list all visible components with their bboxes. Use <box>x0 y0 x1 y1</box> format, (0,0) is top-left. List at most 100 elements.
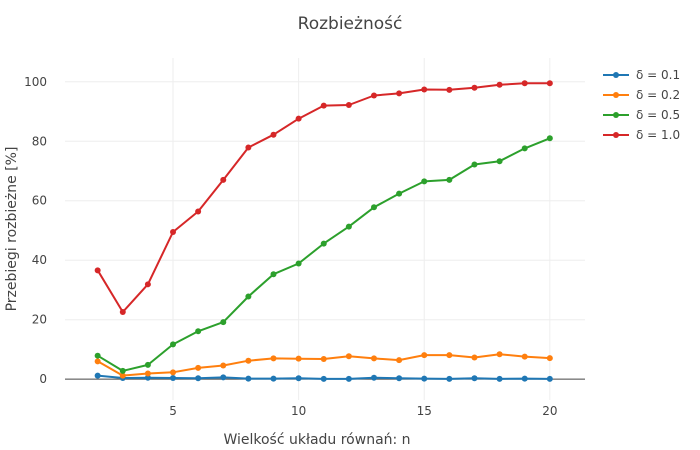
data-point <box>195 375 202 382</box>
data-point <box>320 102 327 109</box>
legend-marker <box>613 132 619 138</box>
y-tick-label: 80 <box>32 134 47 148</box>
series-1 <box>94 372 553 382</box>
data-point <box>195 208 202 215</box>
data-point <box>295 115 302 122</box>
x-tick-label: 10 <box>291 404 306 418</box>
data-point <box>245 144 252 151</box>
data-point <box>144 370 151 377</box>
x-axis-title: Wielkość układu równań: n <box>223 432 410 448</box>
data-point <box>521 375 528 382</box>
data-point <box>446 352 453 359</box>
legend-marker <box>613 112 619 118</box>
data-point <box>270 355 277 362</box>
legend[interactable]: δ = 0.1 δ = 0.2 δ = 0.5 δ = 1.0 <box>603 68 680 142</box>
data-point <box>245 293 252 300</box>
series-3 <box>94 135 553 374</box>
legend-label: δ = 1.0 <box>636 128 680 142</box>
data-point <box>94 358 101 365</box>
data-point <box>195 364 202 371</box>
legend-label: δ = 0.5 <box>636 108 680 122</box>
data-point <box>421 178 428 185</box>
data-point <box>119 372 126 379</box>
data-point <box>144 361 151 368</box>
legend-label: δ = 0.1 <box>636 68 680 82</box>
x-tick-label: 5 <box>169 404 177 418</box>
data-point <box>370 204 377 211</box>
y-axis-title: Przebiegi rozbieżne [%] <box>4 147 20 312</box>
data-point <box>496 81 503 88</box>
data-point <box>471 84 478 91</box>
data-point <box>521 353 528 360</box>
data-point <box>546 80 553 87</box>
data-point <box>220 362 227 369</box>
data-point <box>170 228 177 235</box>
data-point <box>220 374 227 381</box>
data-point <box>546 355 553 362</box>
data-point <box>446 375 453 382</box>
data-point <box>295 260 302 267</box>
legend-label: δ = 0.2 <box>636 88 680 102</box>
data-point <box>370 374 377 381</box>
y-tick-label: 40 <box>32 253 47 267</box>
data-point <box>245 357 252 364</box>
data-point <box>345 375 352 382</box>
data-point <box>144 281 151 288</box>
data-point <box>471 161 478 168</box>
data-point <box>396 190 403 197</box>
y-tick-label: 100 <box>24 75 47 89</box>
y-tick-label: 0 <box>39 372 47 386</box>
data-point <box>496 158 503 165</box>
tick-layer: 5 10 15 20 0 20 40 60 80 100 <box>24 75 557 418</box>
data-point <box>496 351 503 358</box>
data-point <box>421 352 428 359</box>
series-line <box>97 137 551 372</box>
data-point <box>295 375 302 382</box>
series-layer <box>94 80 553 382</box>
legend-marker <box>613 72 619 78</box>
legend-marker <box>613 92 619 98</box>
data-point <box>144 374 151 381</box>
y-tick-label: 60 <box>32 194 47 208</box>
data-point <box>320 375 327 382</box>
data-point <box>94 267 101 274</box>
y-tick-label: 20 <box>32 313 47 327</box>
data-point <box>345 101 352 108</box>
legend-item[interactable]: δ = 0.2 <box>603 88 680 102</box>
data-point <box>421 86 428 93</box>
data-point <box>119 308 126 315</box>
data-point <box>170 341 177 348</box>
data-point <box>94 352 101 359</box>
data-point <box>446 176 453 183</box>
data-point <box>195 328 202 335</box>
data-point <box>170 369 177 376</box>
legend-item[interactable]: δ = 0.5 <box>603 108 680 122</box>
data-point <box>471 354 478 361</box>
legend-item[interactable]: δ = 0.1 <box>603 68 680 82</box>
data-point <box>446 86 453 93</box>
data-point <box>471 375 478 382</box>
series-line <box>96 82 550 313</box>
data-point <box>320 355 327 362</box>
data-point <box>370 92 377 99</box>
data-point <box>295 355 302 362</box>
data-point <box>245 375 252 382</box>
x-tick-label: 20 <box>542 404 557 418</box>
data-point <box>396 90 403 97</box>
data-point <box>320 240 327 247</box>
data-point <box>220 319 227 326</box>
data-point <box>370 355 377 362</box>
data-point <box>119 367 126 374</box>
data-point <box>270 375 277 382</box>
data-point <box>345 353 352 360</box>
data-point <box>521 145 528 152</box>
data-point <box>345 223 352 230</box>
data-point <box>421 375 428 382</box>
data-point <box>94 372 101 379</box>
legend-item[interactable]: δ = 1.0 <box>603 128 680 142</box>
data-point <box>546 375 553 382</box>
grid-layer <box>65 58 585 400</box>
series-4 <box>94 80 553 315</box>
